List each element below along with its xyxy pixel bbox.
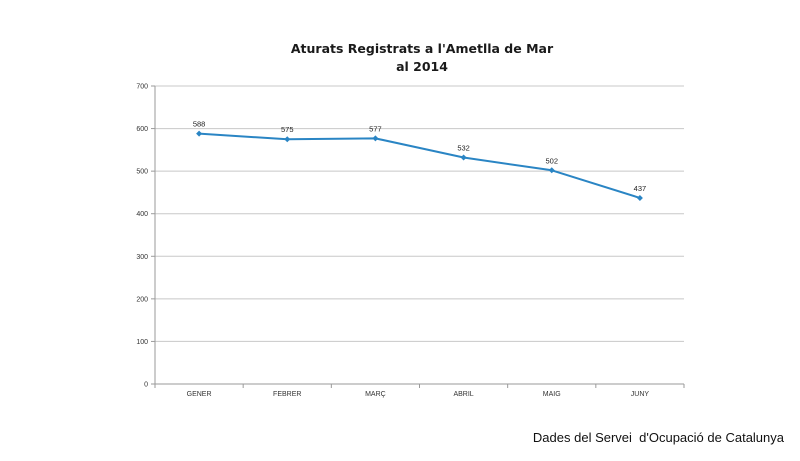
x-tick-label-abril: ABRIL (453, 391, 473, 398)
chart-title-line-1: Aturats Registrats a l'Ametlla de Mar (290, 41, 554, 56)
data-point-març (372, 135, 379, 142)
series-line (199, 132, 641, 199)
chart-title-line-2: al 2014 (396, 59, 448, 74)
y-tick-label-400: 400 (136, 211, 148, 218)
y-tick-label-600: 600 (136, 126, 148, 133)
data-point-gener (196, 130, 203, 137)
x-tick-label-maig: MAIG (543, 391, 561, 398)
y-tick-label-500: 500 (136, 169, 148, 176)
x-tick-label-juny: JUNY (631, 391, 650, 398)
data-point-maig (548, 167, 555, 174)
data-label-març: 577 (369, 124, 382, 133)
x-tick-label-gener: GENER (187, 391, 212, 398)
data-point-juny (636, 194, 643, 201)
data-label-maig: 502 (545, 156, 558, 165)
data-point-febrer (284, 136, 291, 143)
source-note: Dades del Servei d'Ocupació de Catalunya (532, 430, 784, 445)
x-tick-label-març: MARÇ (365, 391, 386, 398)
y-tick-label-300: 300 (136, 254, 148, 261)
data-point-abril (460, 154, 467, 161)
data-label-gener: 588 (193, 120, 206, 129)
data-label-febrer: 575 (281, 125, 294, 134)
y-tick-label-0: 0 (144, 382, 148, 389)
data-label-juny: 437 (634, 184, 647, 193)
y-tick-label-100: 100 (136, 339, 148, 346)
data-label-abril: 532 (457, 144, 470, 153)
y-tick-label-200: 200 (136, 296, 148, 303)
y-tick-label-700: 700 (136, 84, 148, 91)
x-tick-label-febrer: FEBRER (273, 391, 301, 398)
